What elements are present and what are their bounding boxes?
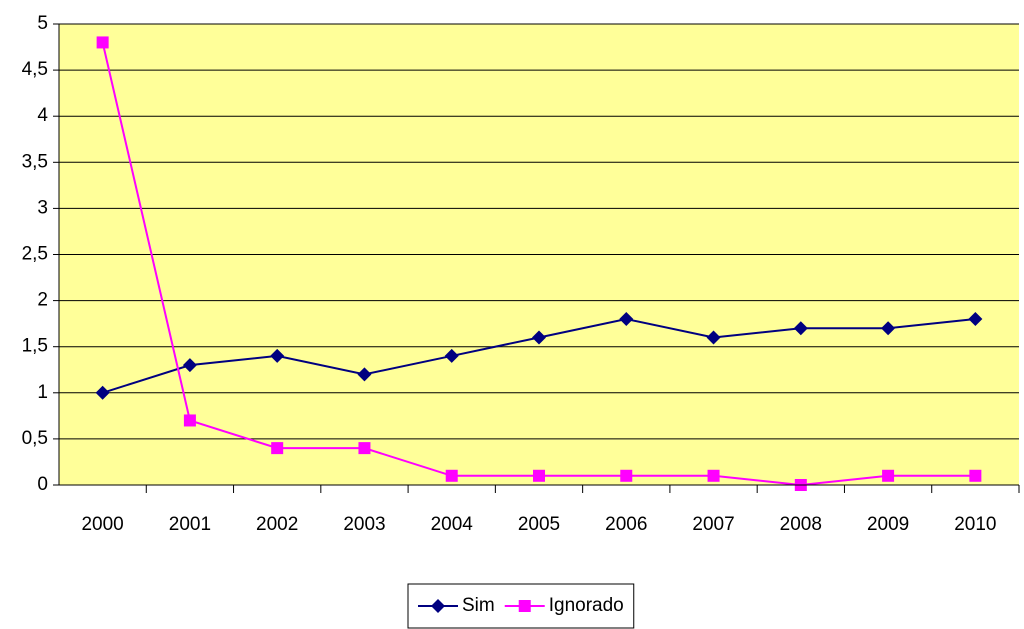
- point: [706, 330, 721, 345]
- legend-label: Sim: [462, 595, 495, 616]
- point: [882, 469, 895, 482]
- point: [270, 348, 285, 363]
- x-tick-label: 2006: [605, 514, 647, 535]
- point: [96, 36, 109, 49]
- x-tick-label: 2007: [692, 514, 734, 535]
- point: [271, 442, 284, 455]
- x-tick-label: 2010: [954, 514, 996, 535]
- x-tick-label: 2009: [867, 514, 909, 535]
- y-tick-label: 1: [37, 382, 48, 403]
- x-tick-label: 2005: [518, 514, 560, 535]
- y-tick-label: 2,5: [22, 244, 48, 265]
- point: [95, 385, 110, 400]
- point: [619, 312, 634, 327]
- point: [793, 321, 808, 336]
- y-tick-label: 0: [37, 474, 48, 495]
- point: [444, 348, 459, 363]
- x-tick-label: 2003: [343, 514, 385, 535]
- point: [620, 469, 633, 482]
- x-tick-label: 2000: [81, 514, 123, 535]
- x-tick-label: 2001: [169, 514, 211, 535]
- y-tick-label: 3: [37, 197, 48, 218]
- x-tick-label: 2008: [780, 514, 822, 535]
- y-tick-label: 2: [37, 290, 48, 311]
- point: [532, 330, 546, 345]
- x-tick-label: 2002: [256, 514, 298, 535]
- y-tick-label: 3,5: [22, 151, 48, 172]
- y-tick-label: 4,5: [22, 59, 48, 80]
- point: [183, 414, 196, 427]
- point: [445, 469, 458, 482]
- point: [182, 358, 197, 373]
- x-tick-label: 2004: [431, 514, 474, 535]
- y-tick-label: 0,5: [22, 428, 48, 449]
- legend-label: Ignorado: [549, 595, 624, 616]
- point: [533, 469, 545, 482]
- y-tick-label: 5: [37, 13, 48, 34]
- legend-marker: [518, 600, 531, 612]
- y-tick-label: 1,5: [22, 336, 48, 357]
- point: [968, 312, 983, 327]
- legend-marker: [431, 599, 445, 613]
- point: [357, 367, 372, 382]
- y-tick-label: 4: [37, 105, 48, 126]
- point: [881, 321, 896, 336]
- point: [707, 469, 720, 482]
- point: [358, 442, 371, 455]
- point: [969, 469, 982, 482]
